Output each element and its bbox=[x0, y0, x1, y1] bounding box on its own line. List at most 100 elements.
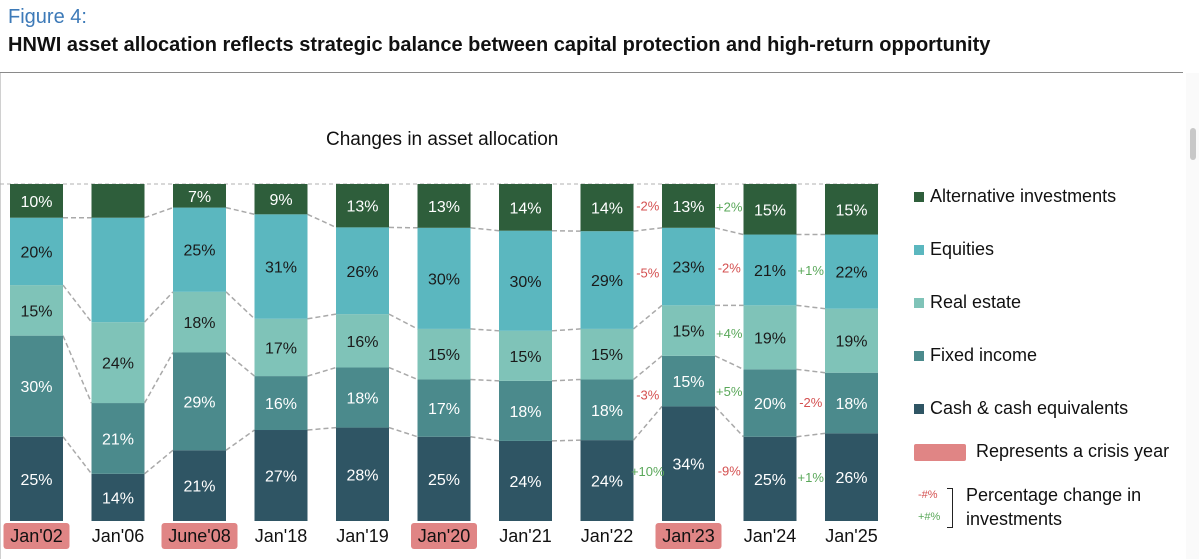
title-divider bbox=[0, 72, 1183, 73]
value-label: 16% bbox=[265, 396, 297, 413]
crisis-highlight bbox=[655, 523, 722, 549]
value-label: 18% bbox=[591, 403, 623, 420]
value-label: 21% bbox=[754, 263, 786, 280]
category-label: Jan'18 bbox=[255, 526, 307, 546]
connector-line bbox=[551, 439, 581, 442]
bar-segment-cash-jan-22 bbox=[580, 440, 634, 521]
bar-segment-equities-jan-19 bbox=[336, 227, 389, 315]
value-label: 24% bbox=[509, 474, 541, 491]
bar-segment-cash-jan-02 bbox=[10, 436, 63, 521]
legend-label-change-line1: Percentage change in bbox=[966, 485, 1142, 505]
value-label: 25% bbox=[183, 243, 215, 260]
connector-line bbox=[714, 355, 744, 371]
value-label: 13% bbox=[672, 199, 704, 216]
bar-segment-alternative-jan-25 bbox=[825, 184, 878, 235]
bar-segment-equities-june-08 bbox=[173, 207, 226, 292]
connector-line bbox=[62, 335, 93, 404]
legend-swatch-fixed-income bbox=[914, 351, 924, 361]
value-label: 30% bbox=[20, 379, 52, 396]
connector-line bbox=[143, 291, 174, 323]
value-label: 24% bbox=[102, 356, 134, 373]
value-label: 21% bbox=[102, 431, 134, 448]
category-label: Jan'06 bbox=[92, 526, 144, 546]
value-label: 15% bbox=[591, 347, 623, 364]
value-label: 24% bbox=[591, 474, 623, 491]
figure-label: Figure 4: bbox=[8, 6, 87, 28]
value-label: 9% bbox=[269, 192, 292, 209]
category-label: Jan'21 bbox=[499, 526, 551, 546]
connector-line bbox=[62, 436, 93, 475]
connector-line bbox=[796, 304, 826, 310]
value-label: 18% bbox=[183, 315, 215, 332]
scrollbar-thumb[interactable] bbox=[1190, 128, 1196, 160]
bar-segment-fixed-income-jan-20 bbox=[417, 379, 471, 437]
legend-change-bracket bbox=[947, 488, 953, 528]
frame-border bbox=[0, 73, 1, 559]
bar-segment-equities-jan-22 bbox=[580, 231, 634, 329]
bar-segment-equities-jan-25 bbox=[825, 234, 878, 309]
change-annotation: -2% bbox=[799, 395, 823, 410]
bar-segment-equities-jan-02 bbox=[10, 217, 63, 286]
legend-change-negative-sample: -#% bbox=[918, 489, 938, 501]
bar-segment-cash-jan-24 bbox=[743, 436, 797, 521]
change-annotation: +10% bbox=[631, 464, 665, 479]
category-label: Jan'02 bbox=[10, 526, 62, 546]
bar-segment-fixed-income-jan-22 bbox=[580, 379, 634, 441]
bar-segment-fixed-income-jan-24 bbox=[743, 369, 797, 437]
legend-label-alternative: Alternative investments bbox=[930, 186, 1117, 206]
value-label: 16% bbox=[346, 334, 378, 351]
bar-segment-fixed-income-jan-18 bbox=[254, 376, 308, 431]
bar-segment-real-estate-jan-21 bbox=[499, 330, 552, 381]
bar-segment-cash-june-08 bbox=[173, 450, 226, 521]
legend-swatch-cash bbox=[914, 404, 924, 414]
connector-line bbox=[633, 304, 663, 330]
change-annotation: -9% bbox=[718, 463, 742, 478]
connector-line bbox=[633, 355, 663, 381]
value-label: 17% bbox=[265, 340, 297, 357]
connector-line bbox=[470, 328, 500, 332]
change-annotation: +1% bbox=[798, 263, 825, 278]
bar-segment-alternative-jan-23 bbox=[662, 184, 715, 228]
value-label: 31% bbox=[265, 260, 297, 277]
value-label: 14% bbox=[591, 201, 623, 218]
bar-segment-real-estate-jan-02 bbox=[10, 285, 63, 336]
bar-segment-alternative-jan-24 bbox=[743, 184, 797, 235]
legend-swatch-alternative bbox=[914, 192, 924, 202]
connector-line bbox=[632, 405, 663, 441]
connector-line bbox=[796, 432, 826, 438]
value-label: 20% bbox=[754, 396, 786, 413]
value-label: 29% bbox=[183, 394, 215, 411]
value-label: 15% bbox=[428, 347, 460, 364]
connector-line bbox=[144, 449, 174, 475]
category-label: June'08 bbox=[168, 526, 231, 546]
connector-line bbox=[633, 227, 663, 232]
value-label: 15% bbox=[672, 374, 704, 391]
connector-line bbox=[714, 227, 744, 236]
change-annotation: +5% bbox=[716, 384, 743, 399]
value-label: 18% bbox=[509, 404, 541, 421]
category-label: Jan'24 bbox=[744, 526, 796, 546]
crisis-highlight bbox=[161, 523, 238, 549]
value-label: 15% bbox=[672, 324, 704, 341]
legend-swatch-equities bbox=[914, 245, 924, 255]
connector-line bbox=[388, 366, 418, 381]
value-label: 20% bbox=[20, 244, 52, 261]
bar-segment-alternative-jan-20 bbox=[417, 184, 471, 228]
bar-segment-alternative-jan-02 bbox=[10, 184, 63, 218]
value-label: 13% bbox=[428, 199, 460, 216]
value-label: 29% bbox=[591, 273, 623, 290]
value-label: 25% bbox=[428, 472, 460, 489]
connector-line bbox=[307, 213, 337, 229]
value-label: 25% bbox=[20, 472, 52, 489]
value-label: 34% bbox=[672, 457, 704, 474]
category-label: Jan'20 bbox=[418, 526, 470, 546]
scrollbar-track[interactable] bbox=[1186, 73, 1199, 559]
legend-label-equities: Equities bbox=[930, 239, 995, 259]
connector-line bbox=[551, 378, 581, 382]
bar-segment-alternative-jan-06 bbox=[91, 184, 145, 218]
category-label: Jan'25 bbox=[825, 526, 877, 546]
legend-change-positive-sample: +#% bbox=[918, 511, 941, 523]
change-annotation: +1% bbox=[798, 470, 825, 485]
bar-segment-equities-jan-20 bbox=[417, 227, 471, 329]
bar-segment-fixed-income-jan-21 bbox=[499, 380, 552, 441]
